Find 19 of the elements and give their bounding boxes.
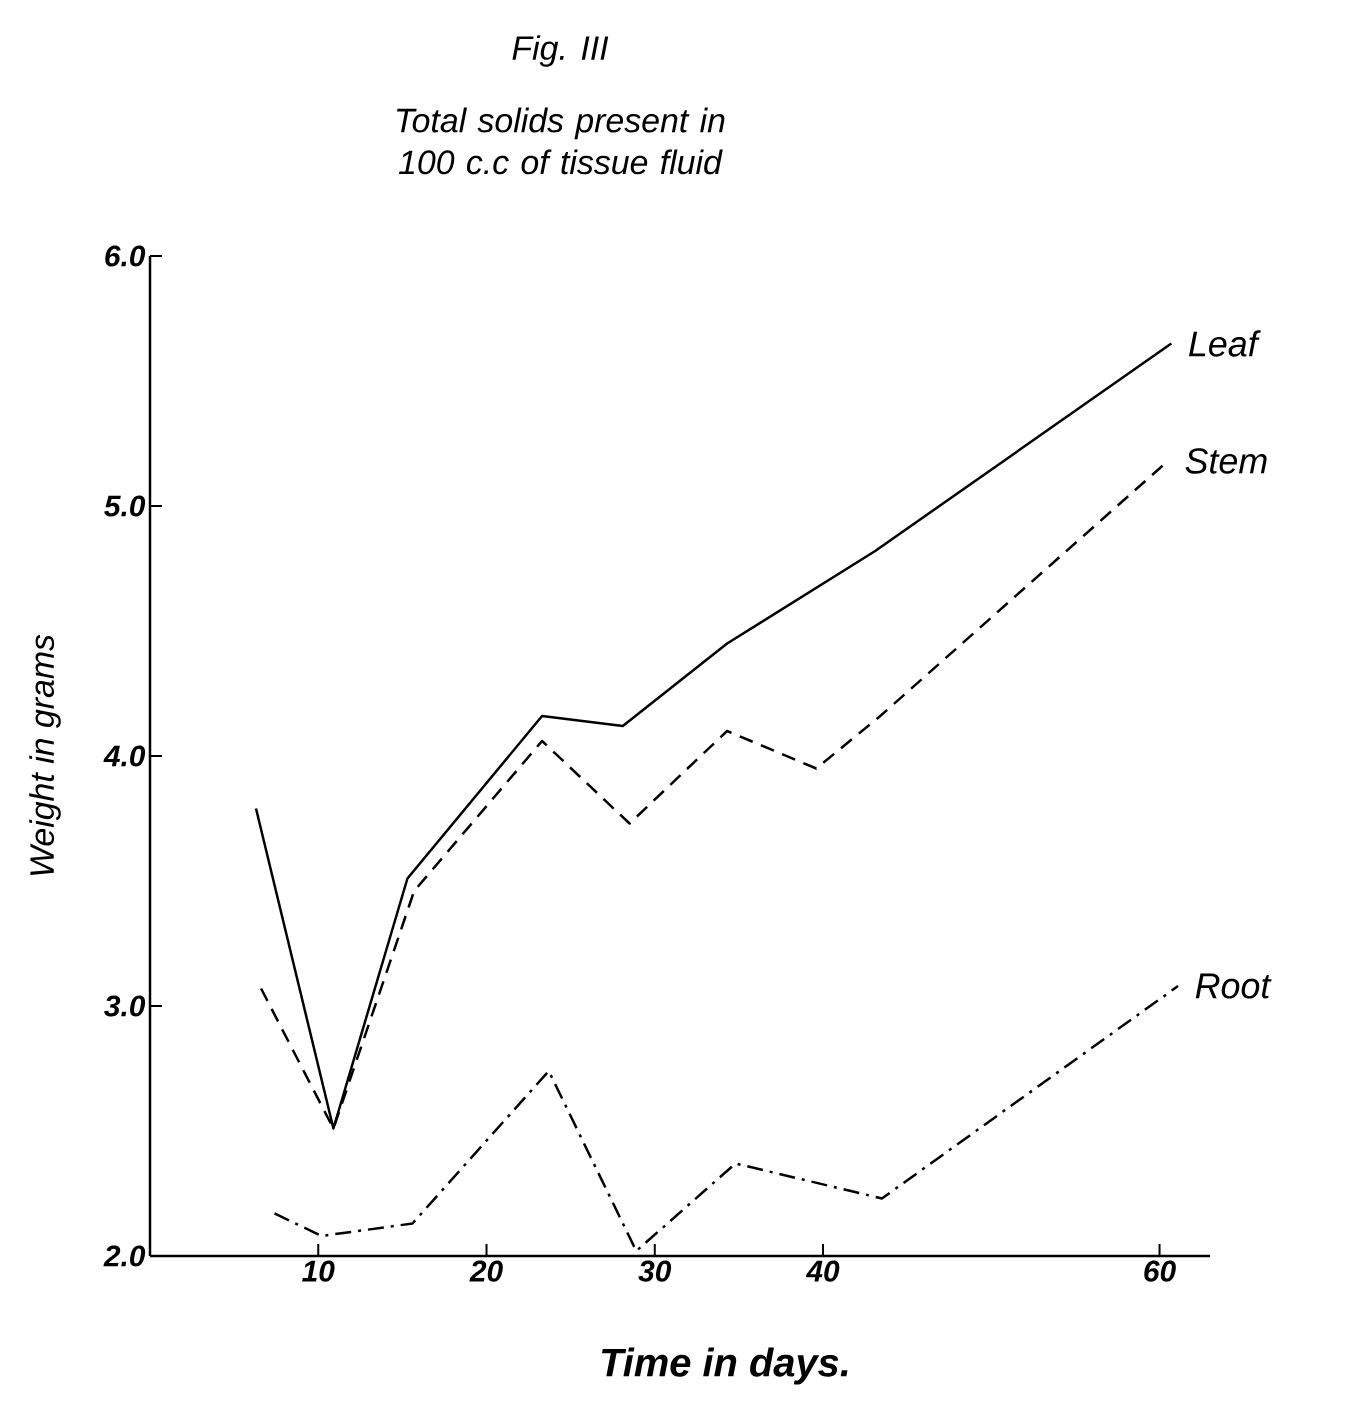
x-tick-label: 60: [1144, 1260, 1176, 1282]
y-tick-label: 5.0: [104, 495, 146, 517]
y-tick-label: 4.0: [103, 745, 146, 767]
line-series: [273, 984, 1180, 1253]
x-tick-label: 20: [469, 1260, 503, 1282]
y-tick-label: 2.0: [103, 1245, 146, 1267]
chart-title: Fig. III: [512, 35, 609, 67]
x-tick-label: 10: [302, 1260, 335, 1282]
chart-subtitle: Total solids present in 100 c.c of tissue fluid: [397, 107, 725, 175]
y-axis-title: Weight in grams: [29, 634, 61, 876]
series-label: Leaf: [1188, 330, 1261, 357]
x-axis-title: Time in days.: [601, 1347, 848, 1385]
x-tick-label: 30: [638, 1260, 672, 1282]
y-tick-label: 3.0: [104, 995, 146, 1017]
series-label: Stem: [1185, 448, 1267, 474]
x-tick-label: 40: [805, 1260, 840, 1282]
series-label: Root: [1195, 973, 1272, 999]
line-series: [254, 342, 1173, 1130]
y-tick-label: 6.0: [105, 245, 146, 267]
